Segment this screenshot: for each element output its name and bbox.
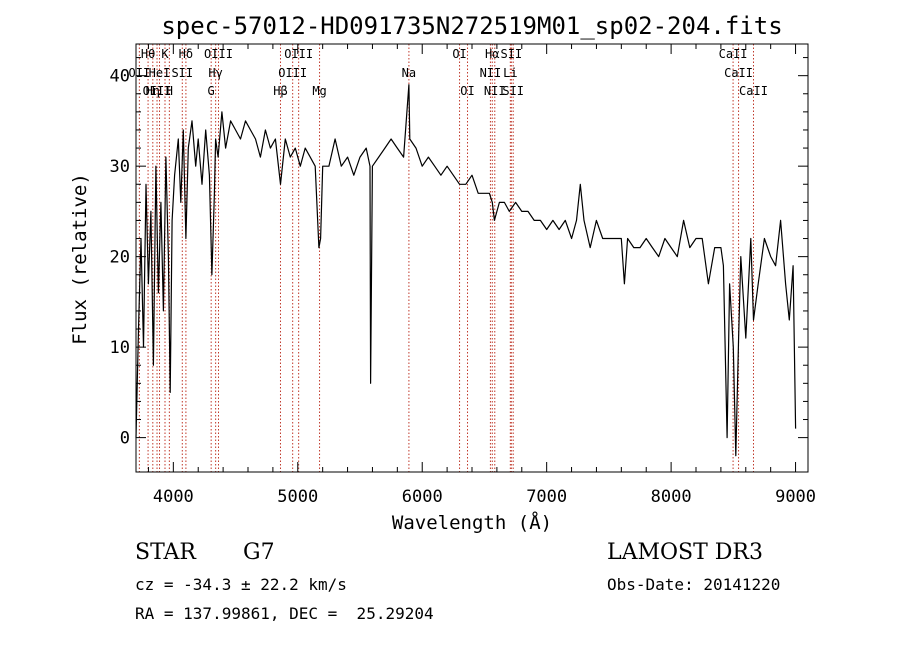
x-tick-label: 7000 xyxy=(526,487,567,507)
line-label: OIII xyxy=(284,47,313,61)
line-label: OIII xyxy=(143,84,172,98)
obs-date: Obs-Date: 20141220 xyxy=(607,575,781,594)
line-label: Hβ xyxy=(273,84,287,98)
line-label: OI xyxy=(452,47,466,61)
x-tick-label: 9000 xyxy=(775,487,816,507)
x-axis-label: Wavelength (Å) xyxy=(392,511,552,534)
line-label: Hη xyxy=(146,84,160,98)
line-label: OI xyxy=(460,84,474,98)
redshift-text: cz = -34.3 ± 22.2 km/s xyxy=(135,575,347,594)
line-label: NII xyxy=(480,66,502,80)
y-tick-label: 30 xyxy=(110,157,130,177)
line-label: CaII xyxy=(724,66,753,80)
x-tick-label: 6000 xyxy=(402,487,443,507)
line-label: OIII xyxy=(278,66,307,80)
x-tick-label: 4000 xyxy=(153,487,194,507)
line-label: SII xyxy=(500,47,522,61)
line-label: H xyxy=(166,84,173,98)
line-label: Mg xyxy=(312,84,326,98)
line-label: SII xyxy=(171,66,193,80)
line-markers xyxy=(138,44,754,472)
line-label: Hγ xyxy=(208,66,222,80)
y-tick-label: 40 xyxy=(110,67,130,87)
series-group xyxy=(135,84,797,457)
y-tick-label: 10 xyxy=(110,338,130,358)
survey-label: LAMOST DR3 xyxy=(607,540,763,565)
spectrum-chart: spec-57012-HD091735N272519M01_sp02-204.f… xyxy=(69,12,816,534)
x-tick-label: 5000 xyxy=(277,487,318,507)
y-tick-label: 20 xyxy=(110,248,130,268)
axis-ticks: 4000 5000 6000 7000 8000 9000 0 10 20 30 40 xyxy=(110,44,816,507)
line-label: HeI xyxy=(149,66,171,80)
line-label: CaII xyxy=(739,84,768,98)
flux-series-line xyxy=(135,84,797,457)
line-label: Li xyxy=(503,66,517,80)
class-label: STAR xyxy=(135,540,196,565)
line-label: Hθ xyxy=(141,47,155,61)
line-label: OII xyxy=(129,66,151,80)
chart-title: spec-57012-HD091735N272519M01_sp02-204.f… xyxy=(161,12,782,40)
line-label: Hα xyxy=(485,47,499,61)
line-label: Hδ xyxy=(179,47,193,61)
subclass-label: G7 xyxy=(243,540,275,565)
plot-frame xyxy=(135,43,809,473)
line-label: NII xyxy=(484,84,506,98)
x-tick-label: 8000 xyxy=(651,487,692,507)
line-label: G xyxy=(208,84,215,98)
line-label: OIII xyxy=(204,47,233,61)
y-tick-label: 0 xyxy=(120,429,130,449)
line-label: K xyxy=(161,47,169,61)
coordinates-text: RA = 137.99861, DEC = 25.29204 xyxy=(135,604,434,623)
line-label: SII xyxy=(502,84,524,98)
y-axis-label: Flux (relative) xyxy=(69,173,91,345)
line-label: CaII xyxy=(719,47,748,61)
line-label: Na xyxy=(402,66,416,80)
